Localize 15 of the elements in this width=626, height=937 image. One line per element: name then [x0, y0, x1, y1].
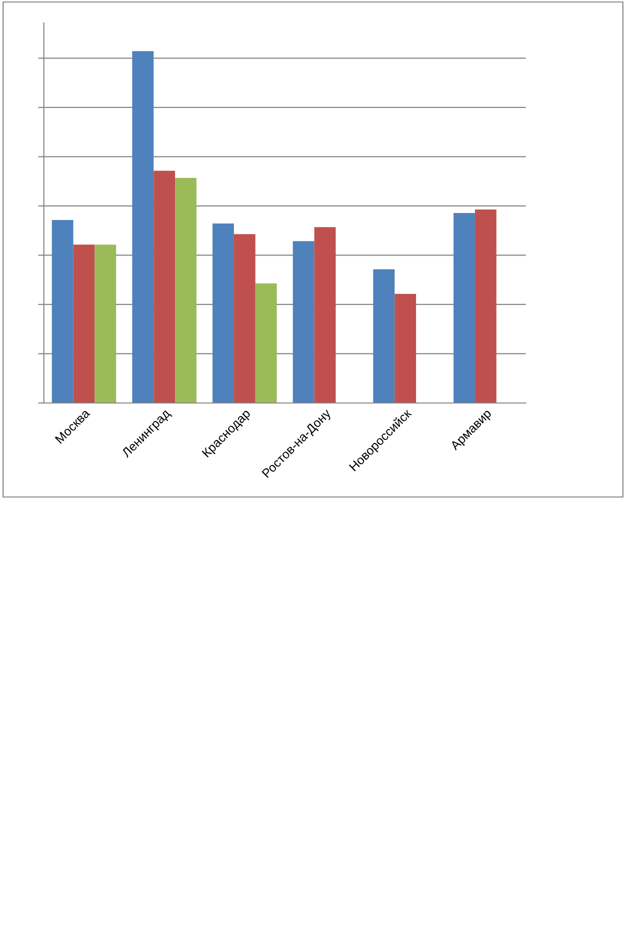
- bar: [234, 234, 256, 403]
- bar: [454, 213, 475, 403]
- bar: [175, 178, 196, 403]
- bar: [212, 224, 234, 403]
- bar: [94, 244, 116, 403]
- bar: [73, 244, 95, 403]
- bar: [132, 51, 154, 403]
- bar: [154, 170, 176, 403]
- bar: [52, 220, 74, 403]
- bar: [373, 269, 395, 403]
- bar: [292, 241, 314, 403]
- bar: [314, 227, 336, 403]
- bar: [255, 283, 277, 403]
- bar: [394, 294, 416, 403]
- bar: [474, 209, 496, 403]
